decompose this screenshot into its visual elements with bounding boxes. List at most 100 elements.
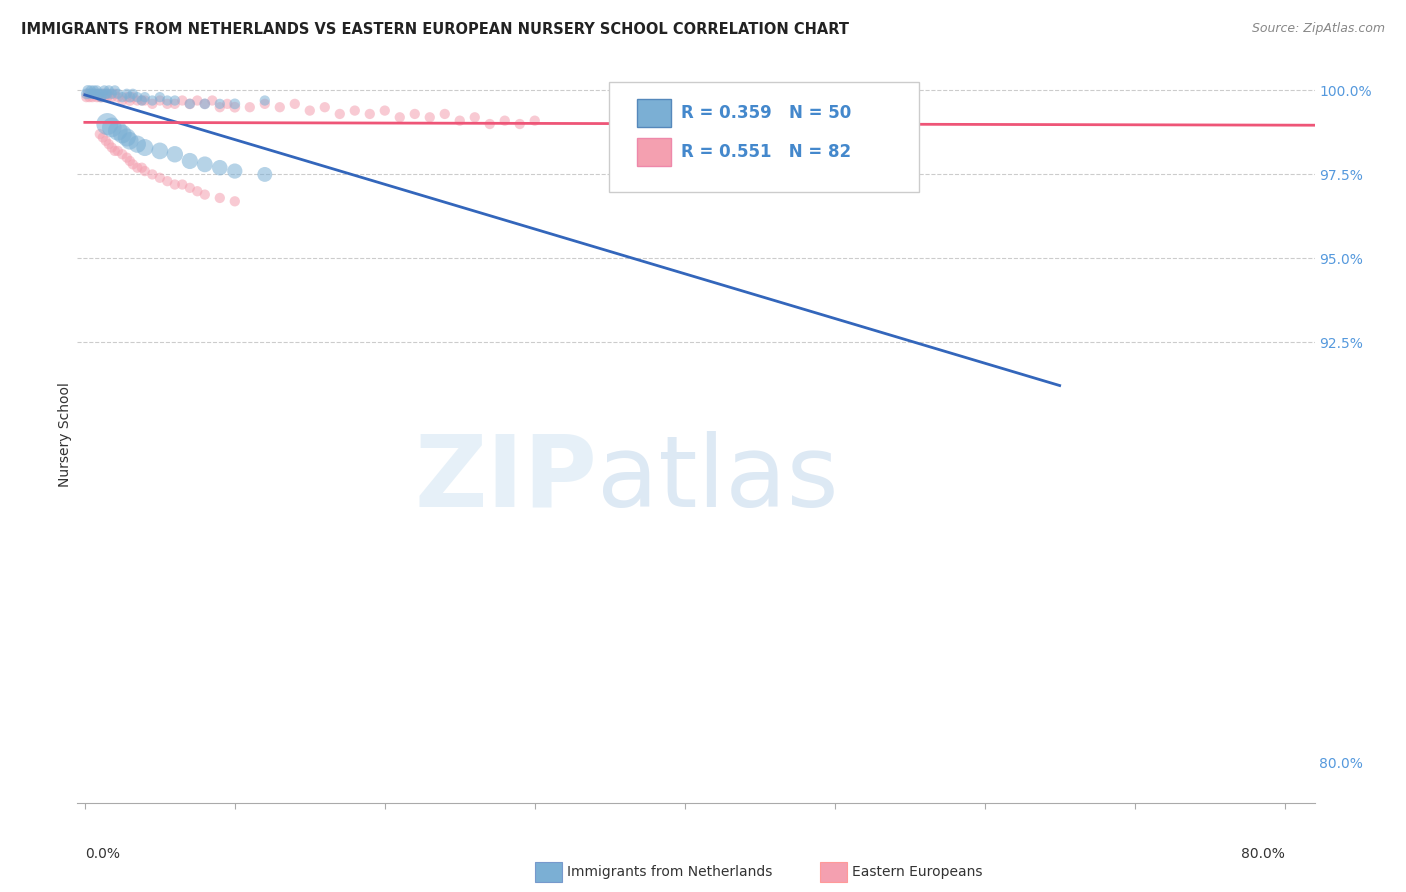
Point [89, 90, 111, 104]
Point [118, 134, 141, 148]
Point [127, 137, 149, 152]
Point [94, 87, 117, 101]
Point [127, 161, 149, 175]
Point [80, 87, 103, 101]
Point [253, 94, 276, 108]
Point [208, 96, 231, 111]
Point [179, 181, 201, 195]
Point [314, 100, 336, 114]
Point [134, 90, 156, 104]
Point [93, 83, 115, 97]
Point [75, 90, 97, 104]
Point [149, 170, 172, 185]
Point [239, 100, 262, 114]
Point [87, 87, 110, 101]
Point [156, 94, 179, 108]
Point [224, 164, 246, 178]
Point [449, 113, 471, 128]
Point [224, 194, 246, 209]
Point [269, 100, 291, 114]
Point [118, 94, 141, 108]
Point [134, 164, 156, 178]
Point [186, 94, 208, 108]
Point [404, 107, 426, 121]
Point [208, 161, 231, 175]
Point [172, 94, 194, 108]
Point [90, 90, 112, 104]
Point [224, 100, 246, 114]
Point [96, 90, 118, 104]
Text: R = 0.551   N = 82: R = 0.551 N = 82 [681, 144, 851, 161]
Point [101, 87, 124, 101]
Point [131, 94, 153, 108]
Text: Immigrants from Netherlands: Immigrants from Netherlands [567, 865, 773, 879]
Point [115, 130, 138, 145]
Point [284, 96, 307, 111]
Point [359, 107, 381, 121]
Point [79, 87, 101, 101]
Point [141, 94, 163, 108]
Point [149, 90, 172, 104]
Point [149, 94, 172, 108]
Point [91, 130, 114, 145]
Point [115, 151, 138, 165]
Point [388, 111, 411, 125]
Text: R = 0.359   N = 50: R = 0.359 N = 50 [681, 104, 852, 122]
Point [194, 96, 217, 111]
Point [121, 157, 143, 171]
Point [90, 90, 112, 104]
Point [253, 96, 276, 111]
Text: Eastern Europeans: Eastern Europeans [852, 865, 983, 879]
Point [509, 117, 531, 131]
Point [79, 90, 101, 104]
Text: ZIP: ZIP [415, 431, 598, 527]
Point [87, 87, 110, 101]
Point [149, 144, 172, 158]
Point [156, 96, 179, 111]
Point [172, 178, 194, 192]
Point [104, 83, 127, 97]
Point [217, 96, 239, 111]
Point [107, 90, 129, 104]
Point [127, 94, 149, 108]
Point [419, 111, 441, 125]
Point [194, 157, 217, 171]
Point [131, 94, 153, 108]
Point [89, 127, 111, 141]
Point [179, 153, 201, 168]
Point [163, 147, 186, 161]
Text: Source: ZipAtlas.com: Source: ZipAtlas.com [1251, 22, 1385, 36]
Bar [637, 99, 671, 128]
Point [94, 87, 117, 101]
Text: atlas: atlas [598, 431, 838, 527]
Bar [820, 862, 846, 882]
Point [75, 87, 97, 101]
Point [523, 113, 546, 128]
Point [298, 103, 321, 118]
Point [97, 83, 120, 97]
Point [83, 87, 105, 101]
Point [134, 94, 156, 108]
Text: IMMIGRANTS FROM NETHERLANDS VS EASTERN EUROPEAN NURSERY SCHOOL CORRELATION CHART: IMMIGRANTS FROM NETHERLANDS VS EASTERN E… [21, 22, 849, 37]
Point [101, 140, 124, 154]
Point [201, 94, 224, 108]
Point [111, 90, 134, 104]
Point [478, 117, 501, 131]
FancyBboxPatch shape [609, 81, 918, 192]
Point [82, 87, 104, 101]
Point [104, 87, 127, 101]
Point [118, 153, 141, 168]
Text: 0.0%: 0.0% [84, 847, 120, 861]
Point [374, 103, 396, 118]
Point [127, 90, 149, 104]
Point [163, 94, 186, 108]
Point [111, 147, 134, 161]
Point [118, 90, 141, 104]
Bar [637, 138, 671, 166]
Point [76, 87, 98, 101]
Point [179, 96, 201, 111]
Point [494, 113, 516, 128]
Point [107, 87, 129, 101]
Point [194, 187, 217, 202]
Point [163, 96, 186, 111]
